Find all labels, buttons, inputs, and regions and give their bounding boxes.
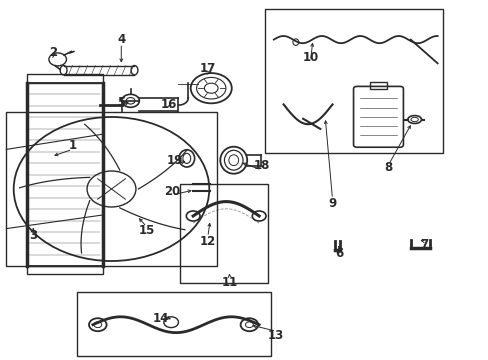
- Circle shape: [190, 73, 231, 103]
- Text: 12: 12: [199, 235, 216, 248]
- Text: 11: 11: [221, 276, 238, 289]
- Bar: [180, 184, 267, 283]
- Text: 9: 9: [328, 197, 336, 210]
- Ellipse shape: [220, 147, 246, 174]
- Text: 18: 18: [253, 159, 269, 172]
- Text: 10: 10: [302, 51, 318, 64]
- Text: 7: 7: [420, 238, 427, 251]
- Text: 20: 20: [163, 185, 180, 198]
- Bar: [27, 266, 102, 274]
- Bar: [27, 74, 102, 83]
- Text: 6: 6: [335, 247, 343, 260]
- Bar: [77, 292, 271, 356]
- Bar: [264, 9, 442, 153]
- Bar: [369, 82, 386, 89]
- Text: 16: 16: [160, 98, 177, 111]
- Text: 17: 17: [199, 62, 216, 75]
- Text: 2: 2: [49, 46, 57, 59]
- Text: 3: 3: [29, 229, 37, 242]
- Text: 8: 8: [384, 161, 392, 174]
- Text: 19: 19: [166, 154, 183, 167]
- Text: 14: 14: [153, 312, 169, 325]
- Bar: [6, 112, 216, 266]
- Bar: [27, 83, 102, 266]
- Text: 13: 13: [267, 329, 284, 342]
- Text: 1: 1: [68, 139, 76, 152]
- Text: 15: 15: [138, 224, 155, 237]
- Text: 4: 4: [117, 33, 125, 46]
- Text: 5: 5: [117, 96, 125, 109]
